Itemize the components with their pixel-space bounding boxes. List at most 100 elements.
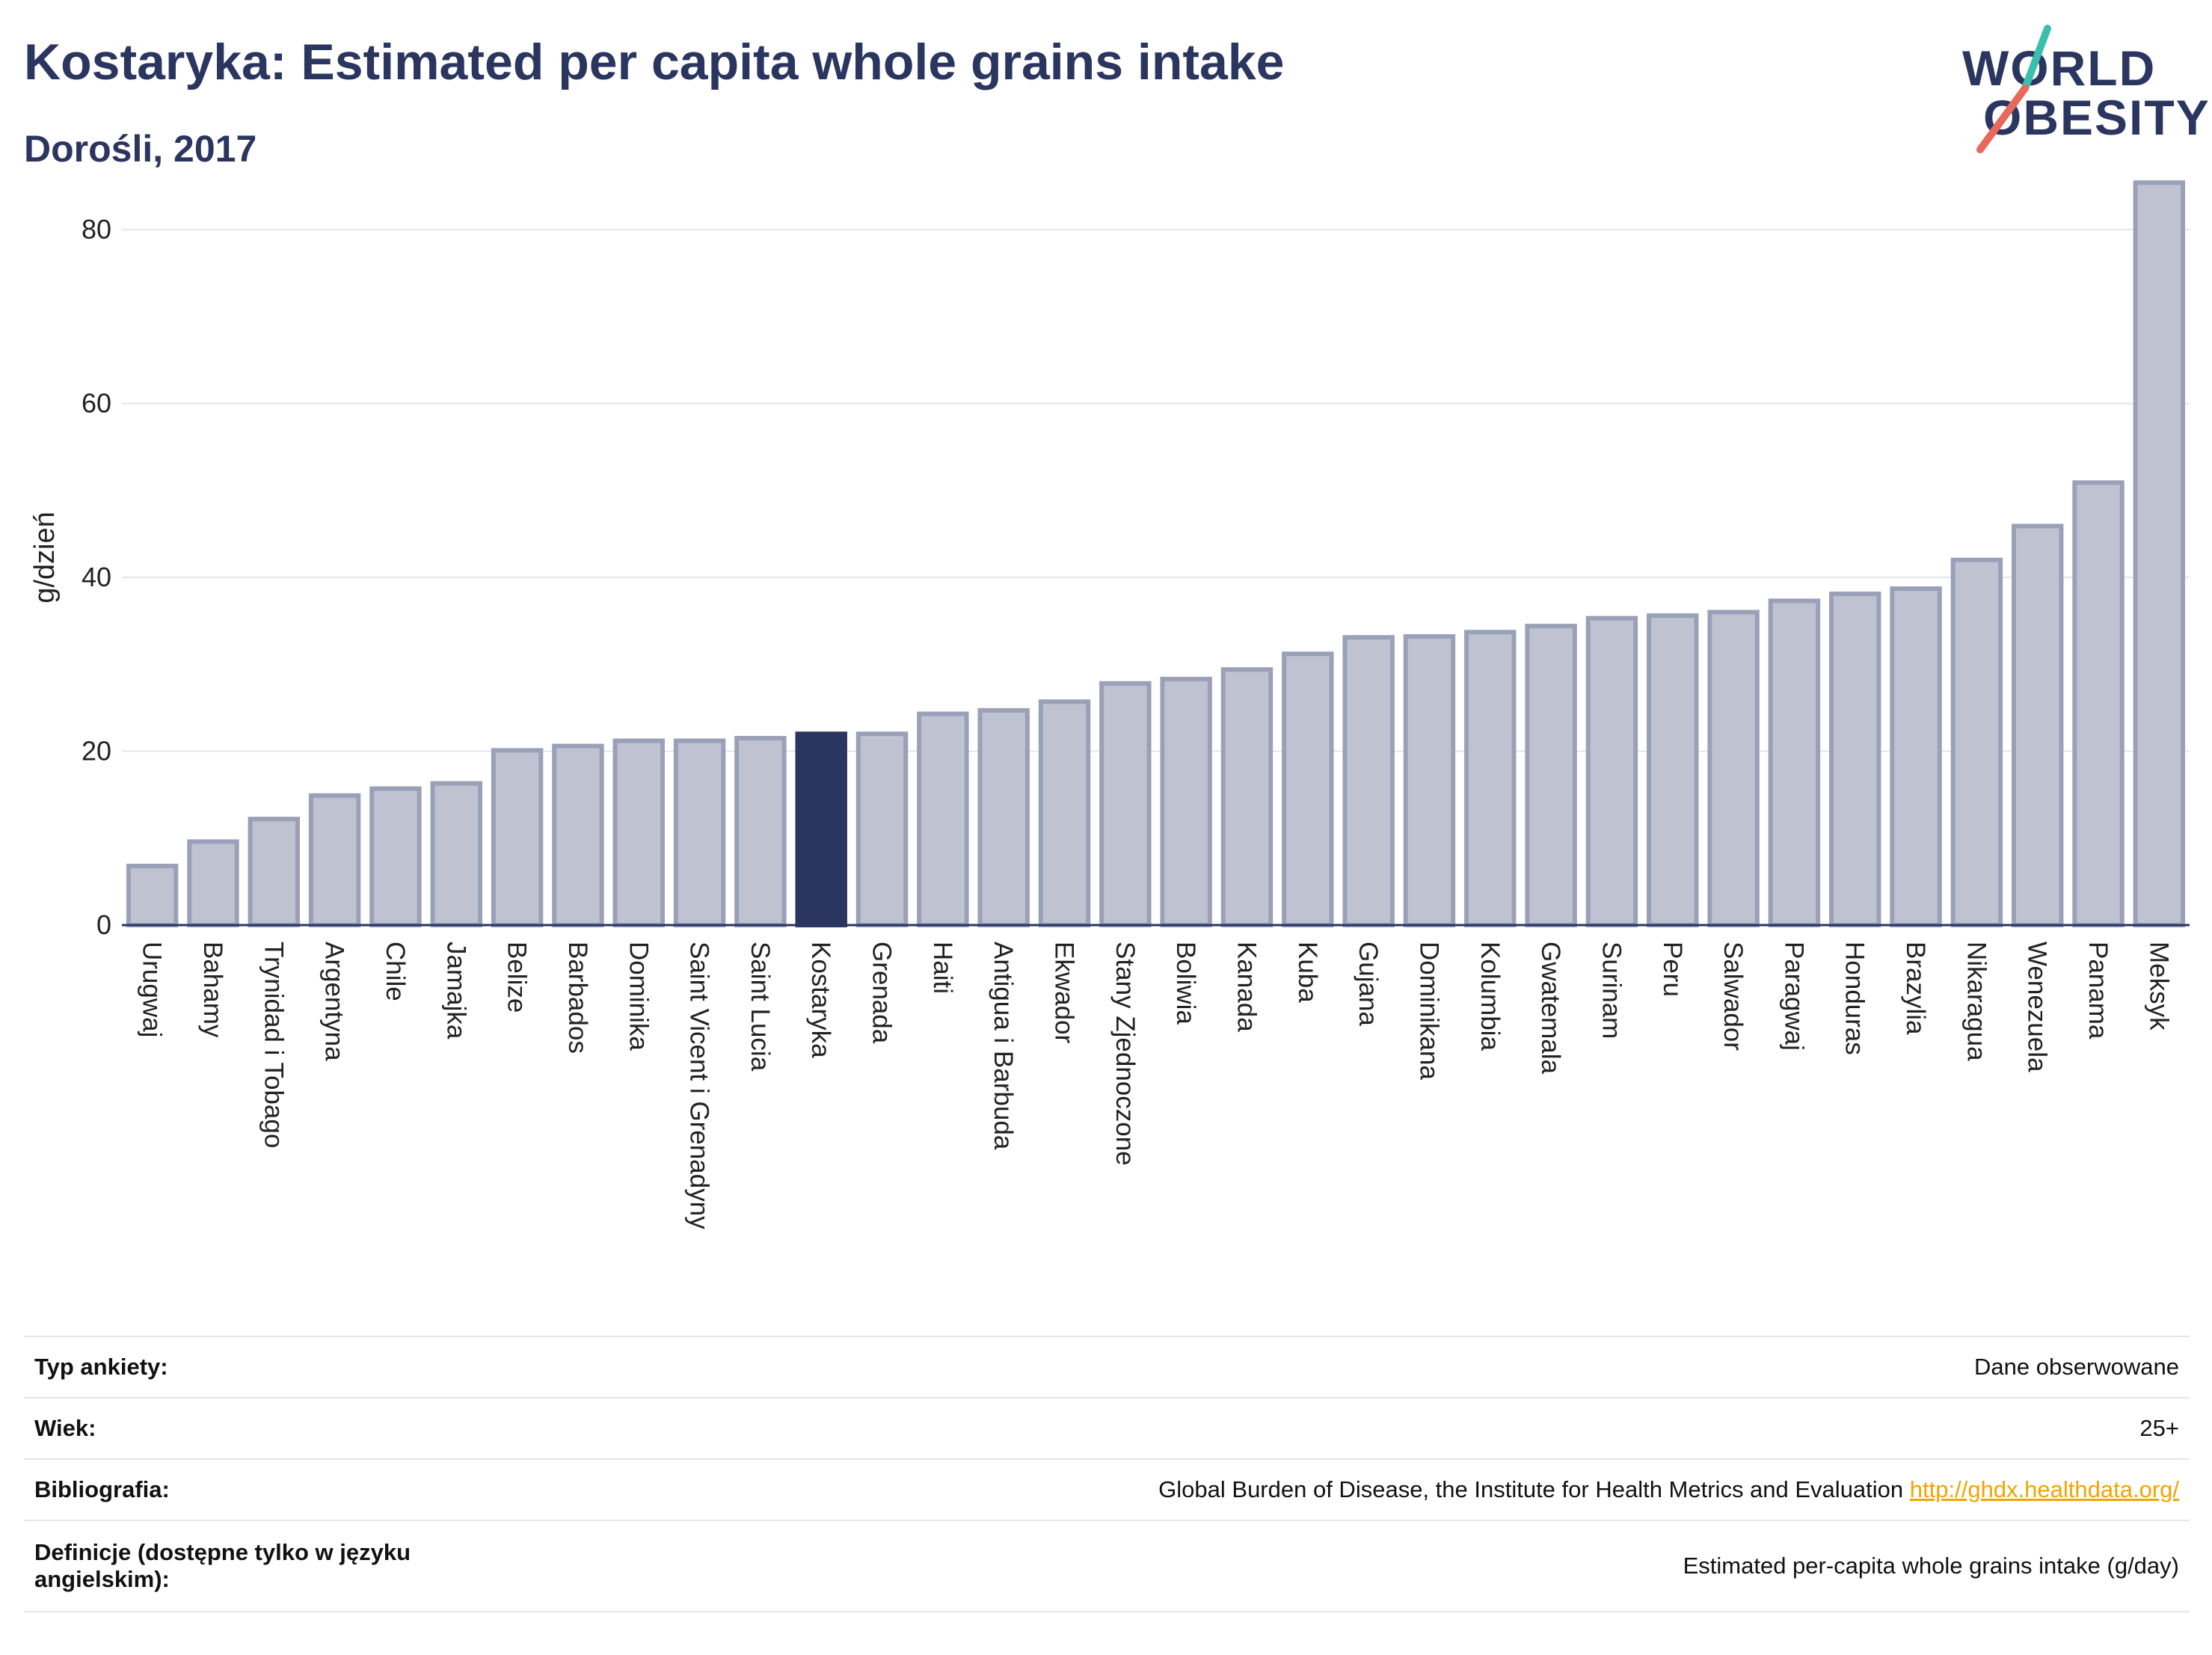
x-tick-label: Saint Lucia	[746, 942, 775, 1072]
x-tick-label: Brazylia	[1901, 942, 1930, 1035]
x-tick-label: Saint Vicent i Grenadyny	[685, 942, 714, 1229]
x-tick-label: Salwador	[1718, 942, 1748, 1051]
bar-gwatemala[interactable]	[1525, 624, 1577, 927]
info-label: Wiek:	[24, 1397, 523, 1460]
x-tick-label: Jamajka	[441, 942, 470, 1040]
y-tick-label: 80	[82, 214, 111, 245]
x-tick-label: Honduras	[1840, 942, 1870, 1055]
x-tick-label: Dominikana	[1414, 942, 1443, 1080]
bar-urugwaj[interactable]	[126, 863, 179, 927]
info-label: Typ ankiety:	[24, 1336, 523, 1398]
x-tick-label: Grenada	[867, 942, 897, 1044]
bar-jamajka[interactable]	[430, 781, 482, 927]
bar-kanada[interactable]	[1220, 667, 1274, 927]
x-tick-label: Urugwaj	[138, 942, 167, 1037]
bar-surinam[interactable]	[1585, 615, 1638, 927]
logo-slash-red	[1976, 85, 2029, 153]
x-tick-label: Boliwia	[1171, 942, 1200, 1025]
x-tick-label: Ekwador	[1050, 942, 1079, 1044]
x-tick-label: Haiti	[928, 942, 957, 994]
x-tick-label: Wenezuela	[2023, 942, 2052, 1072]
x-tick-label: Dominika	[624, 942, 653, 1051]
bar-ekwador[interactable]	[1038, 699, 1091, 927]
logo-line-2: OBESITY	[1983, 90, 2211, 145]
info-value: Estimated per-capita whole grains intake…	[523, 1520, 2190, 1612]
info-value: Dane obserwowane	[523, 1336, 2190, 1398]
info-value-cell: Global Burden of Disease, the Institute …	[523, 1458, 2190, 1521]
y-tick-label: 0	[96, 909, 111, 940]
bar-trynidad-i-tobago[interactable]	[248, 817, 301, 928]
x-tick-label: Peru	[1658, 942, 1687, 997]
bar-wenezuela[interactable]	[2011, 523, 2064, 927]
page-title: Kostaryka: Estimated per capita whole gr…	[24, 34, 1285, 90]
bar-argentyna[interactable]	[308, 793, 361, 927]
y-axis-title: g/dzień	[29, 512, 61, 604]
x-tick-label: Bahamy	[198, 942, 227, 1038]
bar-chart: 0 20 40 60 80 Urugwaj Bahamy Trynidad i Tobago…	[29, 180, 2190, 1229]
info-label: Definicje (dostępne tylko w języku angie…	[24, 1520, 523, 1612]
category-labels: Urugwaj Bahamy Trynidad i Tobago Argentyna C…	[138, 942, 2174, 1229]
y-tick-label: 40	[82, 562, 111, 592]
x-tick-label: Belize	[503, 942, 532, 1013]
x-tick-label: Meksyk	[2144, 942, 2173, 1031]
bar-salwador[interactable]	[1707, 610, 1760, 927]
bar-peru[interactable]	[1647, 613, 1699, 928]
bars	[126, 180, 2186, 928]
bar-brazylia[interactable]	[1890, 586, 1942, 927]
x-tick-label: Barbados	[563, 942, 592, 1054]
logo-slash-teal	[2021, 25, 2051, 92]
x-tick-label: Paragwaj	[1779, 942, 1808, 1051]
x-tick-label: Surinam	[1597, 942, 1626, 1039]
bar-grenada[interactable]	[855, 731, 909, 927]
info-value: Global Burden of Disease, the Institute …	[1158, 1476, 1904, 1502]
x-tick-label: Chile	[381, 942, 410, 1001]
bar-haiti[interactable]	[917, 711, 969, 927]
bar-kuba[interactable]	[1282, 651, 1334, 927]
bar-honduras[interactable]	[1829, 592, 1881, 928]
bar-antigua-i-barbuda[interactable]	[977, 707, 1030, 927]
bar-saint-vicent-i-grenadyny[interactable]	[673, 738, 726, 927]
x-tick-label: Stany Zjednoczone	[1110, 942, 1140, 1166]
info-row-survey-type: Typ ankiety: Dane obserwowane	[24, 1336, 2190, 1398]
bar-dominika[interactable]	[612, 738, 665, 927]
bar-gujana[interactable]	[1342, 635, 1395, 928]
x-tick-label: Kuba	[1293, 942, 1322, 1003]
info-value: 25+	[523, 1397, 2190, 1460]
bar-kolumbia[interactable]	[1464, 630, 1517, 927]
x-tick-label: Panama	[2083, 942, 2113, 1040]
x-tick-label: Nikaragua	[1961, 942, 1991, 1061]
x-tick-label: Gujana	[1354, 942, 1383, 1026]
bar-dominikana[interactable]	[1403, 634, 1456, 927]
logo-slash-icon	[1976, 25, 2051, 153]
bar-nikaragua[interactable]	[1950, 557, 2003, 927]
bar-barbados[interactable]	[552, 743, 604, 928]
bar-belize[interactable]	[491, 748, 544, 928]
info-label: Bibliografia:	[24, 1458, 523, 1521]
axes: 0 20 40 60 80	[82, 214, 2190, 940]
bar-boliwia[interactable]	[1160, 677, 1212, 927]
info-row-bibliography: Bibliografia: Global Burden of Disease, …	[24, 1458, 2190, 1521]
x-tick-label: Antigua i Barbuda	[989, 942, 1018, 1150]
x-tick-label: Kostaryka	[806, 942, 835, 1058]
bar-stany-zjednoczone[interactable]	[1099, 681, 1152, 927]
bar-paragwaj[interactable]	[1768, 598, 1821, 927]
x-tick-label: Trynidad i Tobago	[259, 942, 288, 1148]
x-tick-label: Gwatemala	[1536, 942, 1565, 1075]
info-row-definitions: Definicje (dostępne tylko w języku angie…	[24, 1520, 2190, 1612]
bar-chile[interactable]	[369, 786, 422, 928]
bar-kostaryka[interactable]	[795, 731, 847, 927]
page-subtitle: Dorośli, 2017	[24, 128, 257, 170]
info-row-age: Wiek: 25+	[24, 1397, 2190, 1460]
logo-line-1: WORLD	[1962, 40, 2157, 96]
y-tick-label: 20	[82, 736, 111, 767]
info-table: Typ ankiety: Dane obserwowane Wiek: 25+ …	[24, 1336, 2190, 1612]
y-tick-label: 60	[82, 388, 111, 419]
bar-bahamy[interactable]	[187, 839, 239, 928]
x-tick-label: Argentyna	[320, 942, 349, 1061]
source-link[interactable]: http://ghdx.healthdata.org/	[1909, 1476, 2179, 1502]
x-tick-label: Kanada	[1232, 942, 1261, 1032]
bar-panama[interactable]	[2072, 480, 2125, 927]
bar-meksyk[interactable]	[2133, 180, 2186, 928]
x-tick-label: Kolumbia	[1475, 942, 1505, 1051]
bar-saint-lucia[interactable]	[734, 736, 787, 927]
